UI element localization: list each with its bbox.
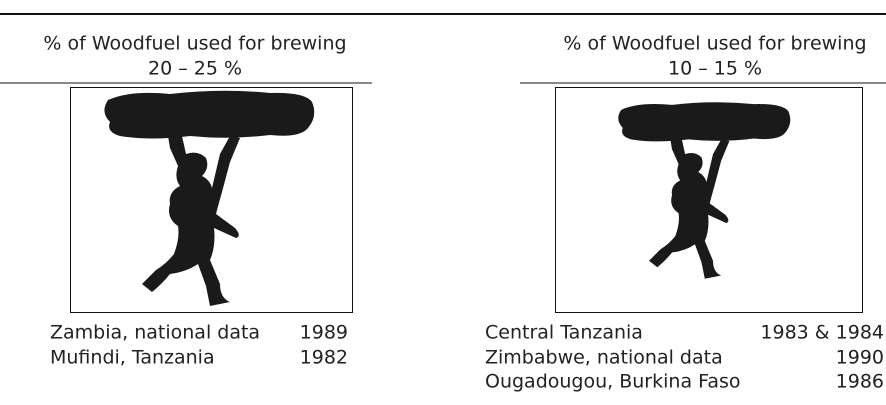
- place: Zimbabwe, national data: [485, 347, 723, 369]
- place: Central Tanzania: [485, 322, 643, 344]
- panel-range: 20 – 25 %: [148, 58, 242, 80]
- figure: % of Woodfuel used for brewing 20 – 25 %…: [0, 0, 886, 405]
- year: 1986: [836, 371, 884, 393]
- place: Zambia, national data: [50, 322, 260, 344]
- panel-heading: % of Woodfuel used for brewing: [563, 33, 866, 55]
- panel-range: 10 – 15 %: [668, 58, 762, 80]
- year: 1989: [300, 322, 348, 344]
- place: Ougadougou, Burkina Faso: [485, 371, 740, 393]
- woodfuel-carrier: [104, 91, 314, 306]
- panel-heading: % of Woodfuel used for brewing: [43, 33, 346, 55]
- year: 1982: [300, 347, 348, 369]
- place: Mufindi, Tanzania: [50, 347, 215, 369]
- year: 1990: [836, 347, 884, 369]
- woodfuel-carrier: [618, 102, 790, 279]
- year: 1983 & 1984: [760, 322, 884, 344]
